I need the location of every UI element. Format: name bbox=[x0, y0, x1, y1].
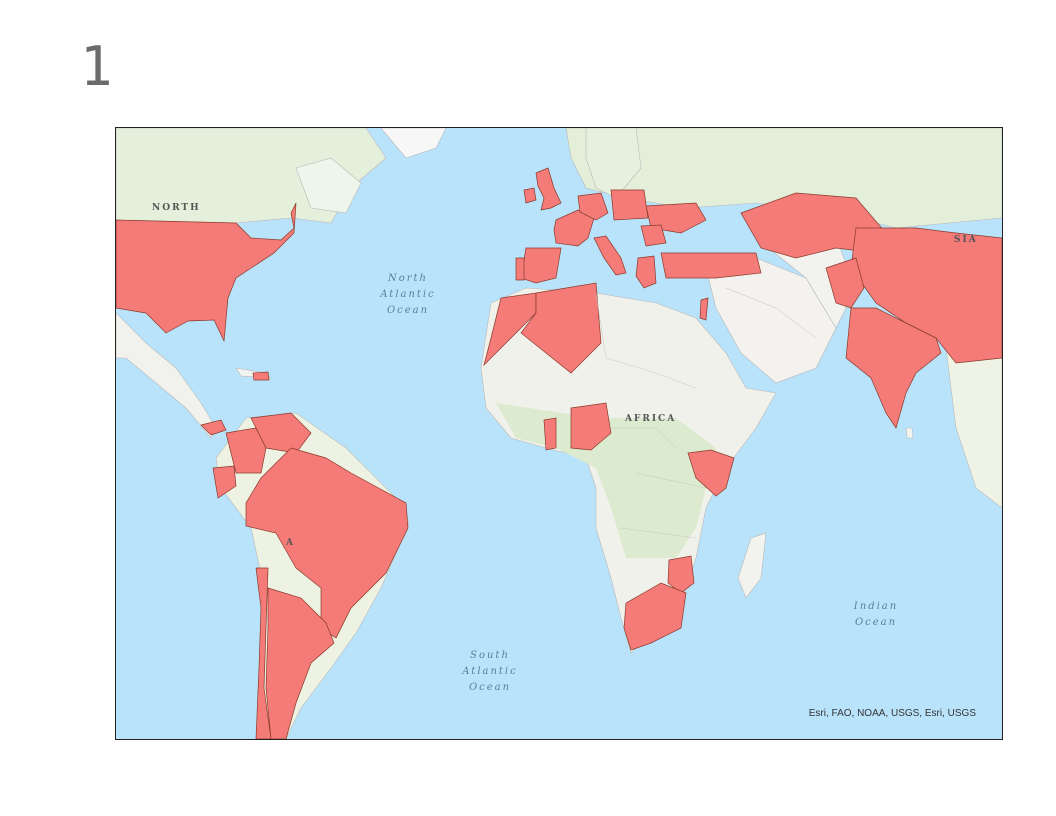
country-romania[interactable] bbox=[640, 224, 667, 247]
country-germany[interactable] bbox=[577, 192, 609, 221]
label-north-atlantic: North Atlantic Ocean bbox=[380, 273, 436, 316]
map-canvas[interactable] bbox=[116, 128, 1002, 739]
country-algeria[interactable] bbox=[520, 282, 602, 374]
country-india[interactable] bbox=[845, 307, 942, 429]
country-mozambique[interactable] bbox=[667, 555, 695, 594]
label-south-atlantic: South Atlantic Ocean bbox=[462, 650, 518, 693]
page-number: 1 bbox=[80, 35, 113, 98]
country-israel[interactable] bbox=[699, 297, 709, 321]
country-pakistan[interactable] bbox=[825, 257, 865, 309]
highlighted-countries[interactable] bbox=[116, 167, 1002, 739]
country-south-africa[interactable] bbox=[623, 582, 687, 651]
country-poland[interactable] bbox=[610, 189, 649, 221]
country-chile[interactable] bbox=[255, 567, 272, 739]
country-kenya[interactable] bbox=[687, 449, 735, 497]
base-borders bbox=[595, 287, 817, 539]
country-italy[interactable] bbox=[593, 235, 627, 276]
country-argentina[interactable] bbox=[265, 587, 335, 739]
country-dominican-republic[interactable] bbox=[252, 371, 270, 381]
country-spain[interactable] bbox=[520, 247, 562, 284]
country-uk[interactable] bbox=[535, 167, 562, 211]
label-asia: SIA bbox=[954, 235, 978, 245]
world-map[interactable]: North Atlantic Ocean South Atlantic Ocea… bbox=[115, 127, 1003, 740]
label-south-america: A bbox=[286, 538, 295, 548]
label-north-america: NORTH bbox=[152, 203, 201, 213]
country-greece[interactable] bbox=[635, 255, 657, 289]
country-ghana[interactable] bbox=[543, 417, 557, 451]
label-indian-ocean: Indian Ocean bbox=[853, 601, 899, 628]
country-ecuador[interactable] bbox=[212, 465, 237, 499]
country-turkey[interactable] bbox=[660, 252, 762, 279]
country-portugal[interactable] bbox=[515, 257, 525, 281]
map-attribution: Esri, FAO, NOAA, USGS, Esri, USGS bbox=[808, 708, 976, 719]
country-ireland[interactable] bbox=[523, 187, 537, 204]
country-panama[interactable] bbox=[200, 419, 227, 436]
label-africa: AFRICA bbox=[625, 414, 677, 424]
country-nigeria[interactable] bbox=[570, 402, 612, 451]
country-china[interactable] bbox=[850, 227, 1002, 364]
country-usa[interactable] bbox=[116, 202, 297, 343]
